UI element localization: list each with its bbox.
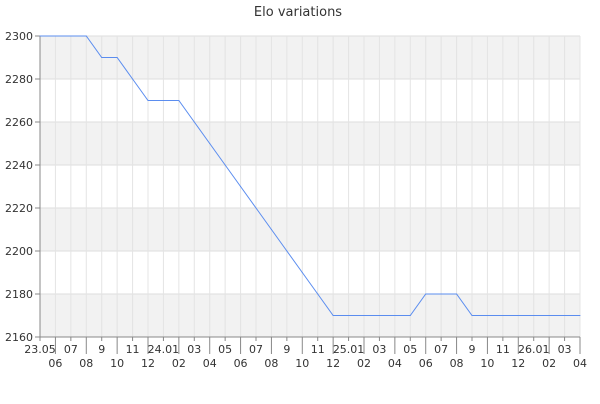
data-point — [209, 143, 211, 144]
x-tick-label: 08 — [264, 357, 278, 370]
y-tick-label: 2220 — [5, 202, 33, 215]
data-point — [486, 315, 488, 316]
x-tick-label: 05 — [403, 343, 417, 356]
x-tick-label: 04 — [203, 357, 217, 370]
x-tick-label: 10 — [295, 357, 309, 370]
x-tick-label: 12 — [326, 357, 340, 370]
data-point — [394, 315, 396, 316]
data-point — [70, 35, 72, 37]
data-point — [116, 57, 118, 58]
data-point — [224, 164, 226, 166]
grid-band — [40, 122, 580, 165]
x-tick-label: 10 — [480, 357, 494, 370]
data-point — [193, 121, 195, 123]
data-point — [54, 35, 56, 37]
data-point — [178, 100, 180, 101]
data-point — [301, 272, 303, 273]
y-tick-label: 2280 — [5, 73, 33, 86]
x-tick-label: 25.01 — [333, 343, 365, 356]
x-tick-label: 03 — [187, 343, 201, 356]
x-tick-label: 02 — [357, 357, 371, 370]
data-point — [471, 315, 473, 316]
data-point — [425, 293, 427, 295]
x-tick-label: 24.01 — [148, 343, 180, 356]
x-tick-label: 9 — [283, 343, 290, 356]
data-point — [456, 293, 458, 295]
data-point — [39, 35, 41, 37]
grid-band — [40, 36, 580, 79]
x-tick-label: 12 — [141, 357, 155, 370]
x-tick-label: 08 — [79, 357, 93, 370]
data-point — [317, 293, 319, 295]
x-tick-label: 12 — [511, 357, 525, 370]
data-point — [378, 315, 380, 316]
data-point — [517, 315, 519, 316]
x-tick-label: 06 — [234, 357, 248, 370]
data-point — [564, 315, 566, 316]
data-point — [502, 315, 504, 316]
x-tick-label: 02 — [172, 357, 186, 370]
data-point — [332, 315, 334, 316]
y-tick-label: 2240 — [5, 159, 33, 172]
x-tick-label: 9 — [98, 343, 105, 356]
x-tick-label: 06 — [48, 357, 62, 370]
x-tick-label: 11 — [126, 343, 140, 356]
y-tick-label: 2200 — [5, 245, 33, 258]
x-tick-label: 11 — [311, 343, 325, 356]
chart-title: Elo variations — [254, 5, 342, 20]
x-tick-label: 11 — [496, 343, 510, 356]
data-point — [255, 207, 257, 209]
x-tick-label: 03 — [558, 343, 572, 356]
x-tick-label: 08 — [450, 357, 464, 370]
y-tick-label: 2160 — [5, 331, 33, 344]
data-point — [409, 315, 411, 316]
data-point — [270, 229, 272, 230]
data-point — [85, 35, 87, 37]
data-point — [240, 186, 242, 187]
x-tick-label: 10 — [110, 357, 124, 370]
x-tick-label: 26.01 — [518, 343, 550, 356]
data-point — [162, 100, 164, 101]
y-tick-label: 2300 — [5, 30, 33, 43]
x-tick-label: 23.05 — [24, 343, 56, 356]
data-point — [548, 315, 550, 316]
x-tick-label: 03 — [372, 343, 386, 356]
x-tick-label: 04 — [388, 357, 402, 370]
y-tick-label: 2260 — [5, 116, 33, 129]
y-tick-label: 2180 — [5, 288, 33, 301]
data-point — [101, 57, 103, 58]
data-point — [440, 293, 442, 295]
data-point — [286, 250, 288, 252]
x-tick-label: 07 — [249, 343, 263, 356]
series-line — [40, 35, 580, 316]
data-point — [147, 100, 149, 101]
x-tick-label: 05 — [218, 343, 232, 356]
x-tick-label: 07 — [434, 343, 448, 356]
x-tick-label: 07 — [64, 343, 78, 356]
data-point — [533, 315, 535, 316]
x-tick-label: 04 — [573, 357, 587, 370]
x-tick-label: 9 — [469, 343, 476, 356]
data-point — [132, 78, 134, 80]
grid-band — [40, 208, 580, 251]
x-tick-label: 02 — [542, 357, 556, 370]
data-point — [348, 315, 350, 316]
data-point — [363, 315, 365, 316]
x-tick-label: 06 — [419, 357, 433, 370]
data-point — [579, 315, 581, 316]
